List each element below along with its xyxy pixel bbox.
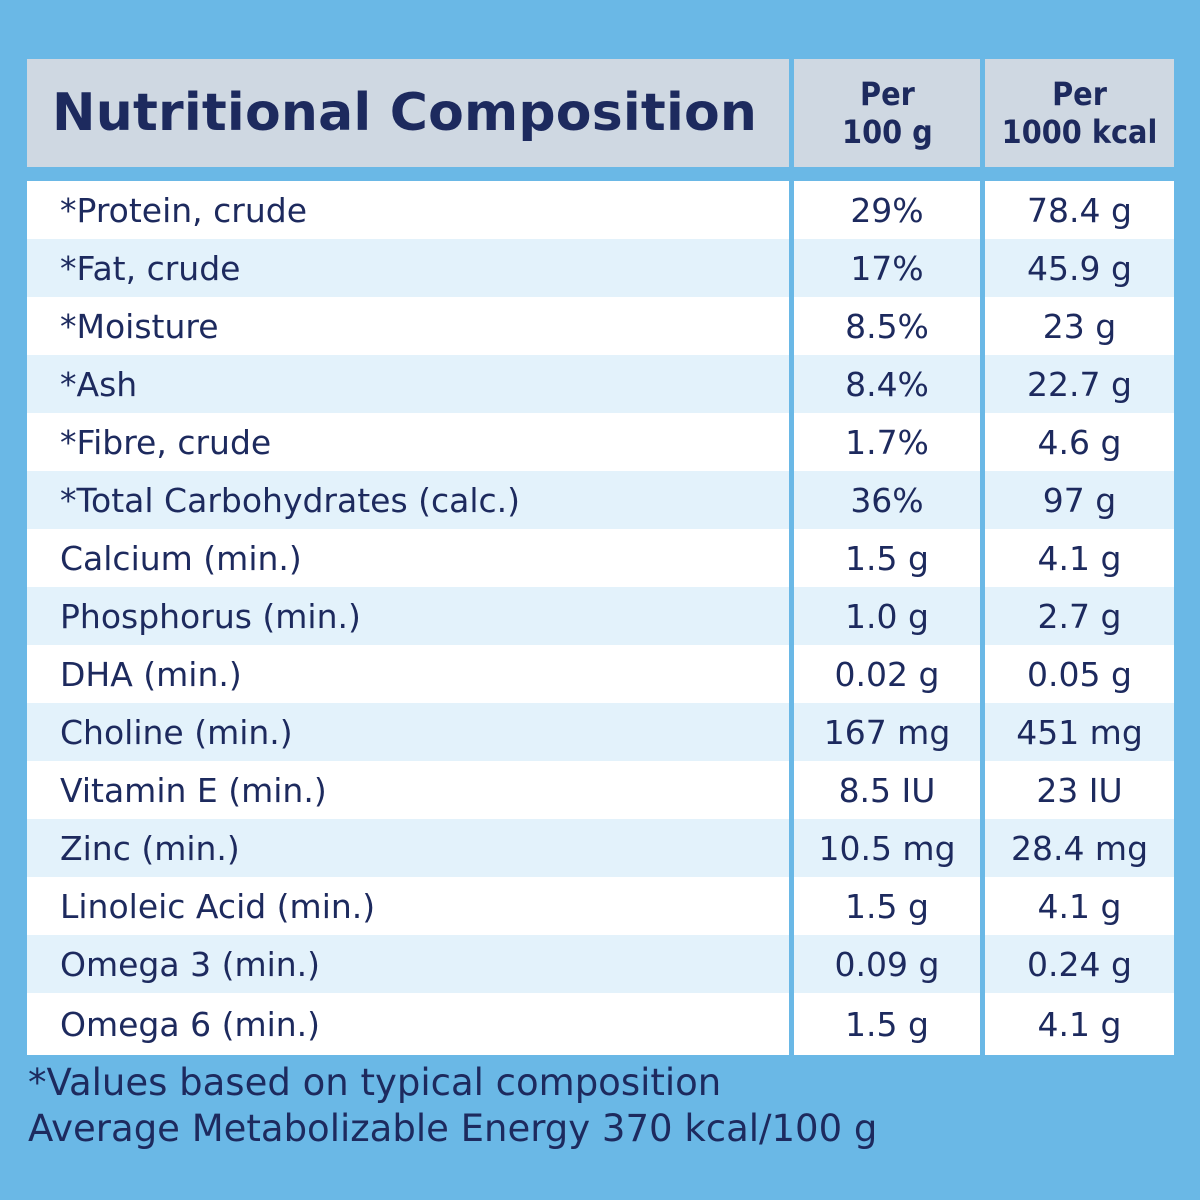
footnote-line-2: Average Metabolizable Energy 370 kcal/10… xyxy=(28,1107,878,1150)
table-row: *Total Carbohydrates (calc.) 36% 97 g xyxy=(27,471,1174,529)
table-header: Nutritional Composition Per 100 g Per 10… xyxy=(27,59,1174,167)
header-per-100g-cell: Per 100 g xyxy=(794,59,980,167)
value-per-1000kcal: 4.1 g xyxy=(985,993,1174,1055)
value-per-1000kcal: 0.24 g xyxy=(985,935,1174,993)
table-row: Omega 6 (min.) 1.5 g 4.1 g xyxy=(27,993,1174,1055)
value-per-100g: 0.02 g xyxy=(794,645,980,703)
value-per-1000kcal: 4.1 g xyxy=(985,877,1174,935)
table-row: Choline (min.) 167 mg 451 mg xyxy=(27,703,1174,761)
table-row: Calcium (min.) 1.5 g 4.1 g xyxy=(27,529,1174,587)
table-row: Phosphorus (min.) 1.0 g 2.7 g xyxy=(27,587,1174,645)
value-per-1000kcal: 23 IU xyxy=(985,761,1174,819)
table-row: *Ash 8.4% 22.7 g xyxy=(27,355,1174,413)
footnote: *Values based on typical composition Ave… xyxy=(28,1060,877,1152)
value-per-100g: 1.7% xyxy=(794,413,980,471)
value-per-100g: 8.5% xyxy=(794,297,980,355)
value-per-1000kcal: 22.7 g xyxy=(985,355,1174,413)
header-title-cell: Nutritional Composition xyxy=(27,59,789,167)
value-per-100g: 1.5 g xyxy=(794,993,980,1055)
value-per-100g: 10.5 mg xyxy=(794,819,980,877)
value-per-100g: 1.0 g xyxy=(794,587,980,645)
table-row: *Fat, crude 17% 45.9 g xyxy=(27,239,1174,297)
column-header-per-100g: Per 100 g xyxy=(841,75,933,151)
value-per-100g: 8.4% xyxy=(794,355,980,413)
nutrient-name: Linoleic Acid (min.) xyxy=(27,877,789,935)
value-per-100g: 17% xyxy=(794,239,980,297)
table-row: DHA (min.) 0.02 g 0.05 g xyxy=(27,645,1174,703)
table-row: *Fibre, crude 1.7% 4.6 g xyxy=(27,413,1174,471)
table-row: *Moisture 8.5% 23 g xyxy=(27,297,1174,355)
nutrient-name: *Protein, crude xyxy=(27,181,789,239)
value-per-1000kcal: 4.6 g xyxy=(985,413,1174,471)
value-per-1000kcal: 2.7 g xyxy=(985,587,1174,645)
table-row: *Protein, crude 29% 78.4 g xyxy=(27,181,1174,239)
nutrient-name: *Moisture xyxy=(27,297,789,355)
nutrient-name: Omega 3 (min.) xyxy=(27,935,789,993)
nutrient-name: *Fibre, crude xyxy=(27,413,789,471)
value-per-1000kcal: 4.1 g xyxy=(985,529,1174,587)
nutrient-name: *Ash xyxy=(27,355,789,413)
value-per-100g: 8.5 IU xyxy=(794,761,980,819)
nutrient-name: *Fat, crude xyxy=(27,239,789,297)
value-per-1000kcal: 23 g xyxy=(985,297,1174,355)
table-row: Zinc (min.) 10.5 mg 28.4 mg xyxy=(27,819,1174,877)
nutrient-name: Calcium (min.) xyxy=(27,529,789,587)
nutrient-name: Phosphorus (min.) xyxy=(27,587,789,645)
nutrient-name: Vitamin E (min.) xyxy=(27,761,789,819)
value-per-100g: 36% xyxy=(794,471,980,529)
header-per-1000kcal-cell: Per 1000 kcal xyxy=(985,59,1174,167)
table-title: Nutritional Composition xyxy=(52,83,758,143)
table-row: Linoleic Acid (min.) 1.5 g 4.1 g xyxy=(27,877,1174,935)
nutrition-table: Nutritional Composition Per 100 g Per 10… xyxy=(27,59,1174,1055)
value-per-1000kcal: 0.05 g xyxy=(985,645,1174,703)
value-per-1000kcal: 28.4 mg xyxy=(985,819,1174,877)
nutrient-name: Omega 6 (min.) xyxy=(27,993,789,1055)
value-per-1000kcal: 97 g xyxy=(985,471,1174,529)
value-per-1000kcal: 45.9 g xyxy=(985,239,1174,297)
value-per-1000kcal: 451 mg xyxy=(985,703,1174,761)
footnote-line-1: *Values based on typical composition xyxy=(28,1061,722,1104)
value-per-100g: 29% xyxy=(794,181,980,239)
column-header-per-1000kcal: Per 1000 kcal xyxy=(1001,75,1158,151)
value-per-100g: 1.5 g xyxy=(794,529,980,587)
nutrient-name: Zinc (min.) xyxy=(27,819,789,877)
value-per-1000kcal: 78.4 g xyxy=(985,181,1174,239)
value-per-100g: 167 mg xyxy=(794,703,980,761)
table-row: Omega 3 (min.) 0.09 g 0.24 g xyxy=(27,935,1174,993)
value-per-100g: 1.5 g xyxy=(794,877,980,935)
table-row: Vitamin E (min.) 8.5 IU 23 IU xyxy=(27,761,1174,819)
value-per-100g: 0.09 g xyxy=(794,935,980,993)
table-body: *Protein, crude 29% 78.4 g *Fat, crude 17% 45… xyxy=(27,181,1174,1055)
nutrient-name: DHA (min.) xyxy=(27,645,789,703)
nutrient-name: Choline (min.) xyxy=(27,703,789,761)
nutrient-name: *Total Carbohydrates (calc.) xyxy=(27,471,789,529)
